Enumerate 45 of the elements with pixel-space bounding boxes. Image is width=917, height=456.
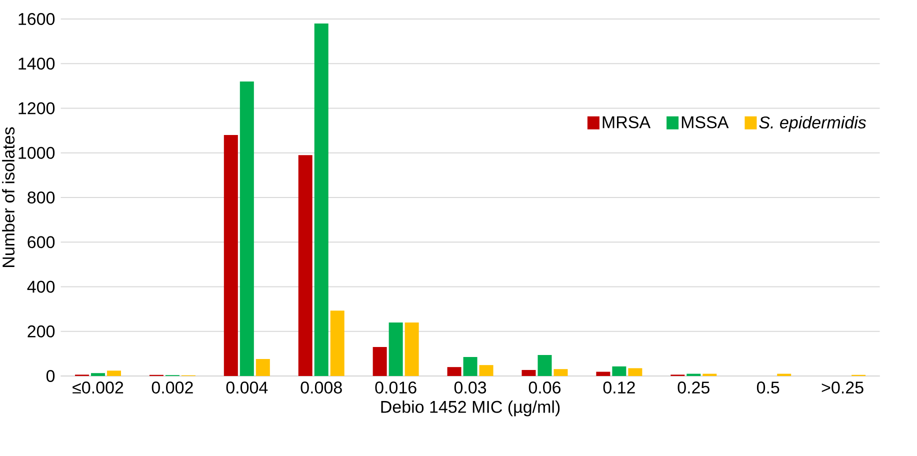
bar: [224, 135, 238, 376]
legend-label: S. epidermidis: [759, 116, 866, 132]
bar: [388, 322, 403, 376]
y-tick-label: 1600: [18, 12, 55, 26]
y-tick-label: 1400: [18, 58, 55, 70]
legend-label: MSSA: [682, 116, 729, 128]
legend-label: MRSA: [602, 116, 651, 128]
bar: [240, 81, 254, 376]
x-tick-label: 0.06: [528, 382, 561, 394]
y-tick-label: 800: [28, 191, 55, 204]
x-tick-label: 0.03: [454, 382, 486, 394]
bar: [107, 370, 121, 376]
x-tick-label: 0.016: [375, 382, 416, 394]
x-tick-label: ≤0.002: [72, 382, 124, 394]
y-tick-label: 400: [27, 280, 55, 293]
bar: [612, 366, 626, 376]
x-tick-label: 0.5: [756, 382, 780, 394]
x-tick-label: 0.25: [678, 382, 710, 394]
bar: [447, 367, 462, 376]
bar: [554, 369, 568, 376]
x-tick-label: 0.008: [300, 382, 342, 394]
x-tick-label: 0.12: [603, 382, 635, 394]
bar: [404, 322, 419, 376]
x-tick-label: >0.25: [822, 382, 864, 394]
y-tick-label: 600: [28, 236, 55, 248]
y-tick-label: 1000: [18, 146, 55, 159]
y-tick-label: 200: [28, 325, 55, 338]
y-axis-title: Number of isolates: [2, 127, 15, 267]
bar: [479, 365, 494, 376]
bar: [522, 370, 536, 376]
x-axis-title: Debio 1452 MIC (µg/ml): [381, 400, 560, 416]
bar: [372, 346, 387, 376]
bar: [298, 155, 312, 376]
y-tick-label: 0: [46, 370, 55, 382]
bar: [314, 23, 328, 376]
x-tick-label: 0.002: [152, 382, 193, 394]
bar: [628, 368, 642, 376]
x-tick-label: 0.004: [226, 382, 268, 394]
bar: [463, 357, 478, 376]
y-tick-label: 1200: [18, 102, 55, 114]
bar: [256, 359, 270, 376]
bar: [596, 372, 610, 376]
bar: [538, 355, 552, 376]
bar: [330, 310, 344, 376]
bar: [91, 373, 105, 376]
